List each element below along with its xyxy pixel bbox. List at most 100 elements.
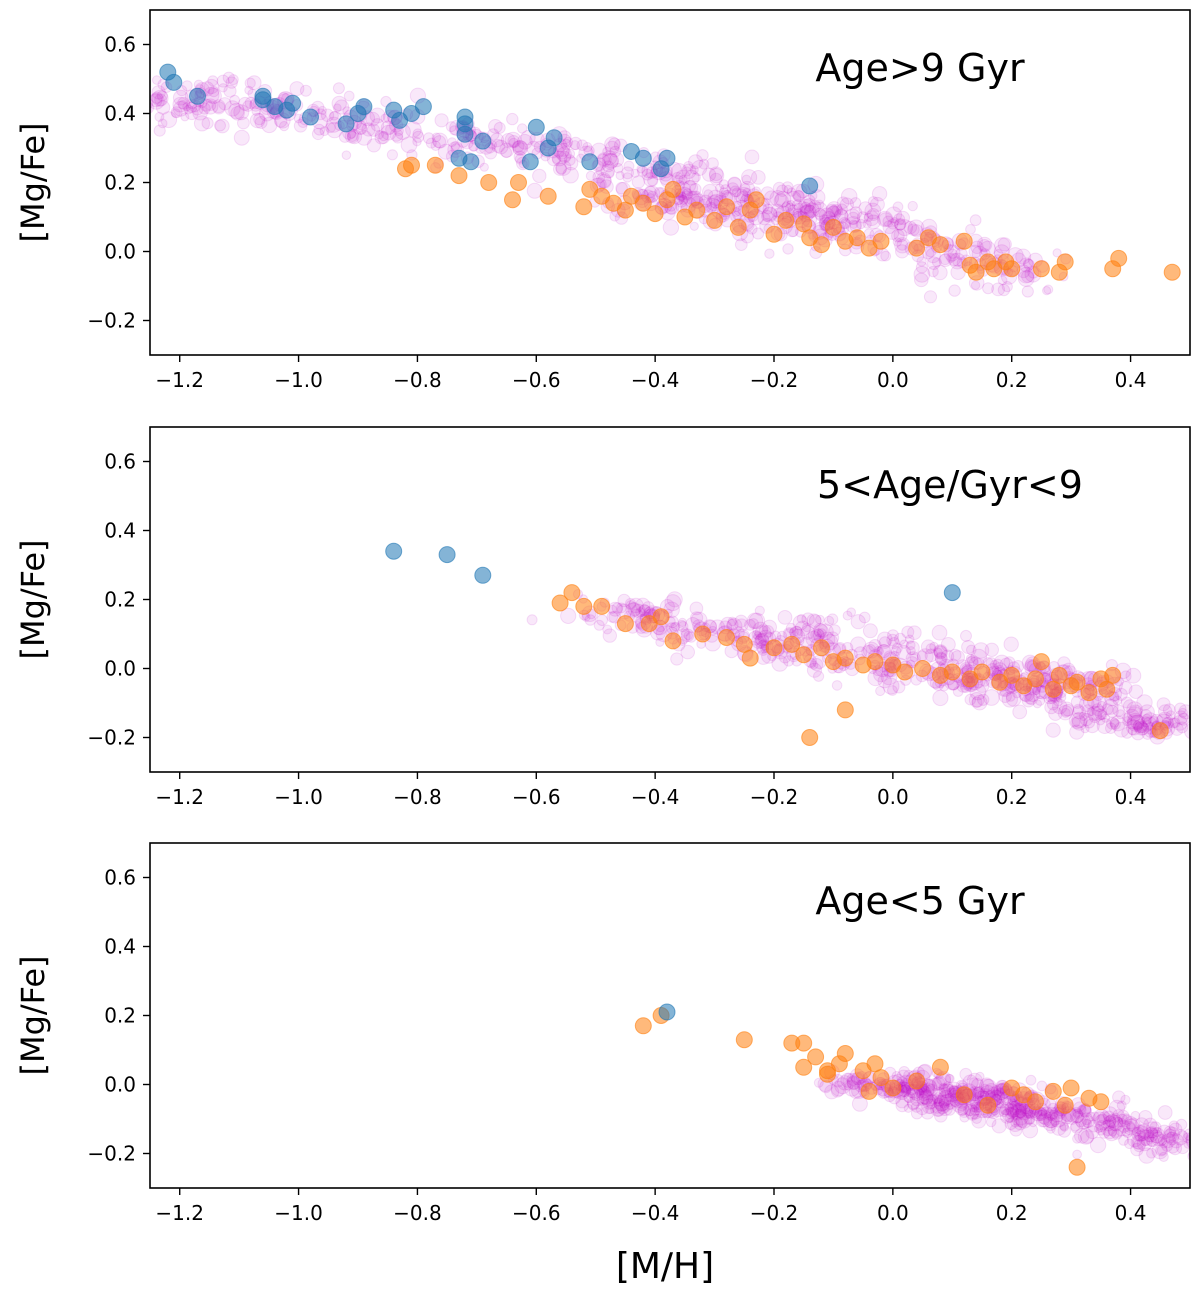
- orange-point: [884, 1079, 902, 1097]
- cloud-point: [965, 653, 976, 664]
- cloud-point: [1089, 1136, 1107, 1154]
- cloud-point: [899, 639, 909, 649]
- cloud-point: [412, 137, 422, 147]
- cloud-point: [921, 1098, 938, 1115]
- cloud-point: [1051, 1120, 1067, 1136]
- cloud-point: [970, 240, 984, 255]
- cloud-point: [709, 172, 723, 186]
- cloud-point: [1171, 715, 1188, 731]
- cloud-point: [670, 621, 681, 632]
- cloud-point: [504, 131, 522, 149]
- cloud-point: [965, 1107, 979, 1121]
- cloud-point: [1103, 1125, 1120, 1142]
- cloud-point: [1082, 1118, 1093, 1129]
- cloud-point: [677, 192, 687, 201]
- cloud-point: [691, 172, 701, 183]
- cloud-point: [1046, 1124, 1056, 1134]
- cloud-point: [777, 610, 793, 625]
- cloud-point: [1005, 692, 1016, 702]
- orange-point: [1003, 666, 1021, 684]
- cloud-point: [193, 115, 211, 132]
- cloud-point: [868, 639, 882, 653]
- cloud-point: [1015, 1114, 1029, 1128]
- cloud-point: [1122, 1127, 1133, 1139]
- blue-point: [474, 566, 492, 584]
- cloud-point: [1024, 1109, 1034, 1119]
- cloud-point: [389, 128, 404, 142]
- cloud-point: [1174, 702, 1187, 715]
- cloud-point: [1101, 713, 1111, 723]
- cloud-point: [1046, 1106, 1059, 1120]
- orange-point: [836, 1045, 854, 1062]
- cloud-point: [706, 157, 719, 170]
- cloud-point: [907, 1098, 920, 1111]
- cloud-point: [940, 1083, 956, 1099]
- cloud-point: [1103, 1125, 1117, 1140]
- cloud-point: [982, 282, 995, 295]
- cloud-point: [683, 630, 693, 641]
- cloud-point: [1025, 1109, 1036, 1120]
- cloud-point: [317, 105, 327, 115]
- orange-point: [973, 663, 991, 681]
- cloud-point: [635, 607, 646, 618]
- cloud-point: [246, 75, 262, 90]
- cloud-point: [1162, 1128, 1178, 1144]
- cloud-point: [182, 102, 192, 112]
- cloud-point: [933, 644, 947, 658]
- orange-point: [593, 597, 611, 615]
- cloud-point: [151, 85, 166, 100]
- cloud-point: [514, 142, 527, 155]
- cloud-point: [938, 1093, 956, 1111]
- cloud-point: [570, 140, 580, 151]
- orange-point: [1092, 1093, 1110, 1111]
- orange-point: [575, 198, 593, 216]
- cloud-point: [1024, 1114, 1035, 1125]
- cloud-point: [830, 1084, 845, 1098]
- cloud-point: [218, 83, 228, 93]
- cloud-point: [925, 643, 937, 654]
- cloud-point: [370, 118, 385, 132]
- cloud-point: [1072, 1108, 1084, 1119]
- cloud-point: [1043, 1114, 1058, 1129]
- cloud-point: [726, 182, 740, 195]
- cloud-point: [1105, 1113, 1120, 1129]
- cloud-point: [746, 223, 758, 235]
- cloud-point: [932, 689, 949, 707]
- cloud-point: [1116, 1100, 1127, 1111]
- cloud-point: [792, 199, 803, 211]
- cloud-point: [966, 1072, 983, 1090]
- cloud-point: [343, 90, 355, 102]
- cloud-point: [584, 614, 597, 626]
- orange-point: [1068, 1158, 1086, 1176]
- cloud-point: [1126, 718, 1137, 730]
- cloud-point: [1006, 1105, 1020, 1119]
- cloud-point: [802, 622, 812, 633]
- cloud-point: [355, 122, 368, 135]
- cloud-point: [999, 1108, 1015, 1124]
- cloud-point: [894, 218, 907, 231]
- x-tick-label: −0.2: [750, 1201, 799, 1225]
- cloud-point: [1085, 1125, 1100, 1140]
- cloud-point: [1004, 1107, 1018, 1120]
- cloud-point: [1097, 709, 1108, 721]
- blue-point: [658, 149, 676, 167]
- orange-point: [1032, 260, 1050, 278]
- cloud-point: [1007, 1106, 1020, 1118]
- cloud-point: [876, 210, 894, 228]
- cloud-point: [1123, 1120, 1136, 1133]
- cloud-point: [1136, 1135, 1153, 1152]
- cloud-point: [332, 82, 345, 95]
- cloud-point: [616, 602, 627, 614]
- cloud-point: [595, 172, 612, 189]
- blue-point: [527, 118, 545, 136]
- cloud-point: [796, 613, 807, 624]
- cloud-point: [1105, 704, 1119, 718]
- cloud-point: [864, 212, 874, 223]
- cloud-point: [1059, 701, 1075, 717]
- cloud-point: [431, 132, 442, 143]
- orange-point: [480, 174, 498, 191]
- cloud-point: [877, 673, 892, 689]
- cloud-point: [977, 693, 990, 706]
- cloud-point: [437, 143, 454, 160]
- orange-point: [801, 729, 819, 746]
